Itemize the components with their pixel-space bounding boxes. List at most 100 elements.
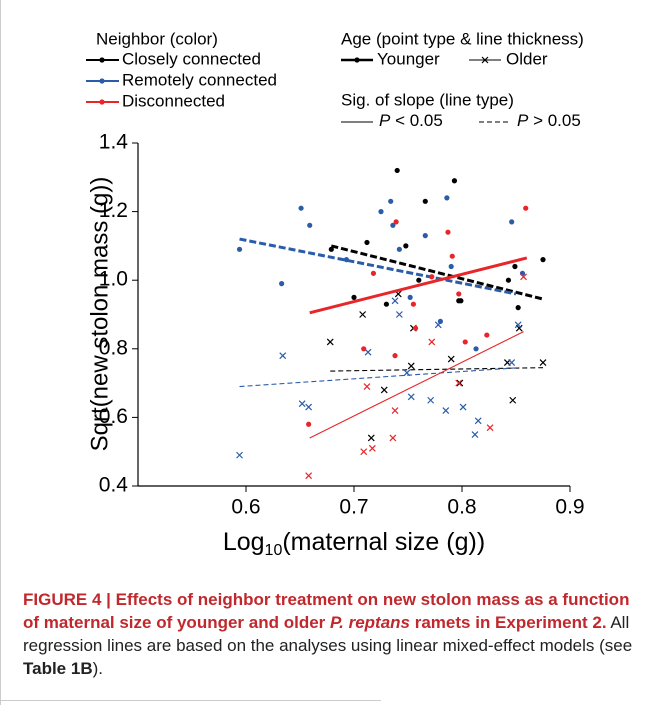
point xyxy=(306,421,312,427)
point xyxy=(539,359,547,366)
regression-line xyxy=(239,367,520,388)
legend-marker xyxy=(481,56,489,64)
legend-marker xyxy=(99,99,105,105)
point xyxy=(486,424,494,432)
point xyxy=(471,431,479,438)
point xyxy=(455,379,463,387)
point xyxy=(298,400,306,408)
point xyxy=(391,297,399,305)
point xyxy=(410,301,416,307)
point xyxy=(370,270,377,276)
point xyxy=(416,277,422,283)
point xyxy=(236,451,243,459)
caption-text: FIGURE 4 | Effects of neighbor treatment… xyxy=(23,590,630,632)
legend-text: > 0.05 xyxy=(533,111,581,130)
point xyxy=(473,346,479,352)
point xyxy=(326,338,334,346)
point xyxy=(508,359,516,366)
point xyxy=(484,332,490,338)
point xyxy=(393,219,399,225)
point xyxy=(392,353,398,359)
point xyxy=(395,311,403,318)
point xyxy=(343,257,350,263)
point xyxy=(360,448,368,456)
regression-line xyxy=(309,331,524,439)
point xyxy=(444,195,450,201)
caption-text: ). xyxy=(92,659,103,678)
legend-marker xyxy=(99,57,105,63)
point xyxy=(540,257,546,263)
x-tick-label: 0.7 xyxy=(339,496,368,519)
point xyxy=(412,325,419,331)
chart: Neighbor (color) Age (point type & line … xyxy=(86,29,585,560)
point xyxy=(515,305,521,311)
x-tick-label: 0.6 xyxy=(231,496,260,519)
caption-text: P. reptans xyxy=(330,613,411,632)
regression-line xyxy=(239,237,517,296)
legend-label: Disconnected xyxy=(122,91,225,110)
point xyxy=(422,198,428,204)
y-axis-label: Sqrt(new stolon mass (g)) xyxy=(86,177,113,452)
legend-text: < 0.05 xyxy=(395,111,443,130)
legend-label: Remotely connected xyxy=(122,70,277,89)
legend-label: P > 0.05 xyxy=(517,111,581,130)
x-axis-label: Log10(maternal size (g)) xyxy=(223,528,485,560)
x-label-sub: 10 xyxy=(265,542,283,559)
caption-text: Table 1B xyxy=(23,659,93,678)
point xyxy=(279,281,285,287)
point xyxy=(447,355,455,363)
point xyxy=(389,434,397,442)
point xyxy=(456,291,462,297)
point xyxy=(394,167,400,174)
legend-label: Closely connected xyxy=(122,49,261,68)
point xyxy=(388,198,394,204)
legend-symbol: P xyxy=(517,111,529,130)
legend-label: Older xyxy=(506,49,548,68)
x-tick-label: 0.8 xyxy=(447,496,476,519)
x-tick-label: 0.9 xyxy=(555,496,584,519)
sig-legend-title: Sig. of slope (line type) xyxy=(341,90,514,109)
point xyxy=(523,205,529,211)
point xyxy=(428,338,436,346)
caption: FIGURE 4 | Effects of neighbor treatment… xyxy=(23,588,633,680)
point xyxy=(351,294,357,300)
y-tick-label: 1.2 xyxy=(99,199,128,222)
point xyxy=(512,263,518,270)
y-tick-label: 1.4 xyxy=(99,131,129,154)
point xyxy=(422,233,428,239)
point xyxy=(279,352,287,360)
point xyxy=(364,239,370,246)
point xyxy=(368,444,376,452)
point xyxy=(434,321,442,329)
point xyxy=(364,348,372,356)
point xyxy=(427,396,435,404)
point xyxy=(509,396,517,404)
point xyxy=(361,346,367,352)
point xyxy=(403,243,409,249)
point xyxy=(429,274,435,280)
y-tick-label: 0.8 xyxy=(99,336,128,359)
regression-line xyxy=(330,244,544,301)
point xyxy=(396,246,402,252)
point xyxy=(305,472,313,480)
point xyxy=(236,246,243,252)
point xyxy=(451,178,458,184)
point xyxy=(520,273,527,281)
point xyxy=(390,222,396,228)
caption-text: All regression lines are based on the an… xyxy=(23,613,633,655)
point xyxy=(380,386,388,394)
point xyxy=(445,229,451,235)
legend-label: P < 0.05 xyxy=(379,111,443,130)
point xyxy=(367,434,375,442)
point xyxy=(407,362,415,370)
point xyxy=(449,253,455,259)
point xyxy=(305,403,313,411)
point xyxy=(407,294,413,300)
y-tick-label: 1.0 xyxy=(99,268,128,291)
point xyxy=(391,407,399,414)
point xyxy=(474,417,482,425)
regression-line xyxy=(309,256,528,315)
point xyxy=(437,318,443,324)
neighbor-legend-title: Neighbor (color) xyxy=(96,29,218,48)
